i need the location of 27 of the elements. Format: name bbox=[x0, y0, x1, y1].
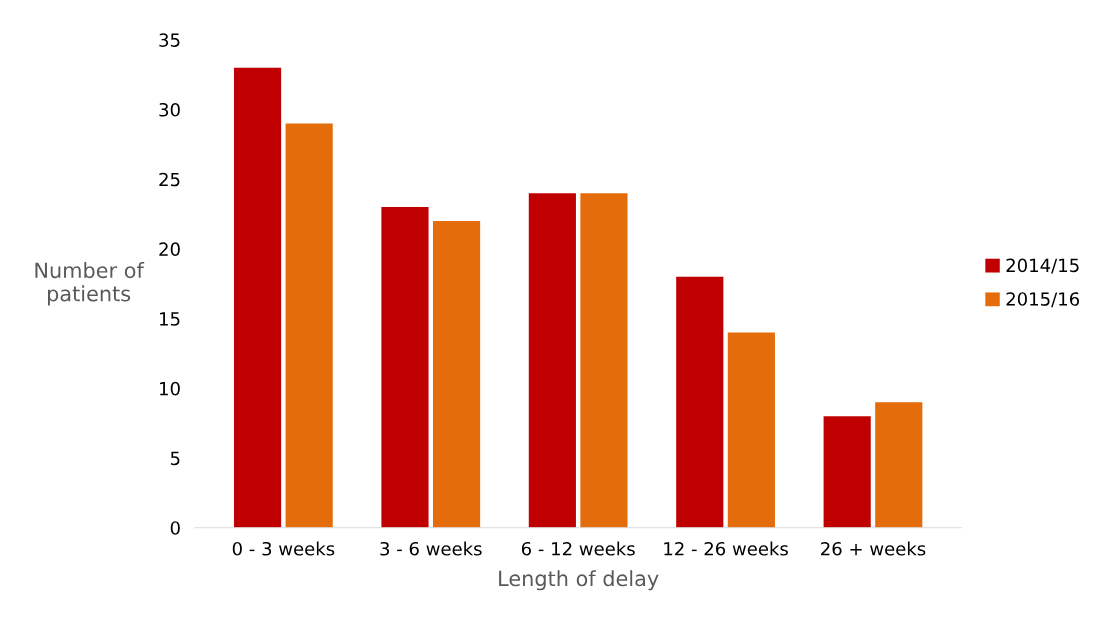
bar bbox=[580, 193, 628, 528]
bar bbox=[875, 402, 923, 528]
bar bbox=[676, 276, 724, 528]
y-tick-label: 30 bbox=[159, 102, 180, 117]
bar bbox=[233, 67, 282, 528]
y-tick-label: 35 bbox=[159, 33, 180, 47]
y-tick-label: 5 bbox=[170, 451, 180, 466]
y-tick-label: 15 bbox=[160, 312, 180, 326]
x-tick-label: 12 - 26 weeks bbox=[664, 541, 788, 556]
x-tick-label: 0 - 3 weeks bbox=[232, 541, 335, 556]
y-axis-title: Number of patients bbox=[35, 262, 145, 306]
x-tick-label: 6 - 12 weeks bbox=[521, 541, 635, 556]
x-axis-title: Length of delay bbox=[499, 570, 659, 591]
bar bbox=[381, 207, 429, 528]
bar bbox=[285, 123, 333, 528]
bar bbox=[528, 193, 576, 528]
bar bbox=[432, 221, 481, 528]
legend-label: 2014/15 bbox=[1006, 258, 1079, 274]
x-tick-label: 26 + weeks bbox=[821, 541, 926, 556]
y-tick-label: 0 bbox=[170, 521, 180, 535]
bar bbox=[727, 332, 775, 528]
bar bbox=[823, 416, 871, 528]
y-tick-label: 10 bbox=[160, 381, 180, 396]
legend-label: 2015/16 bbox=[1006, 292, 1080, 308]
y-tick-label: 20 bbox=[159, 242, 180, 257]
y-tick-label: 25 bbox=[159, 172, 180, 187]
x-tick-label: 3 - 6 weeks bbox=[380, 541, 482, 556]
